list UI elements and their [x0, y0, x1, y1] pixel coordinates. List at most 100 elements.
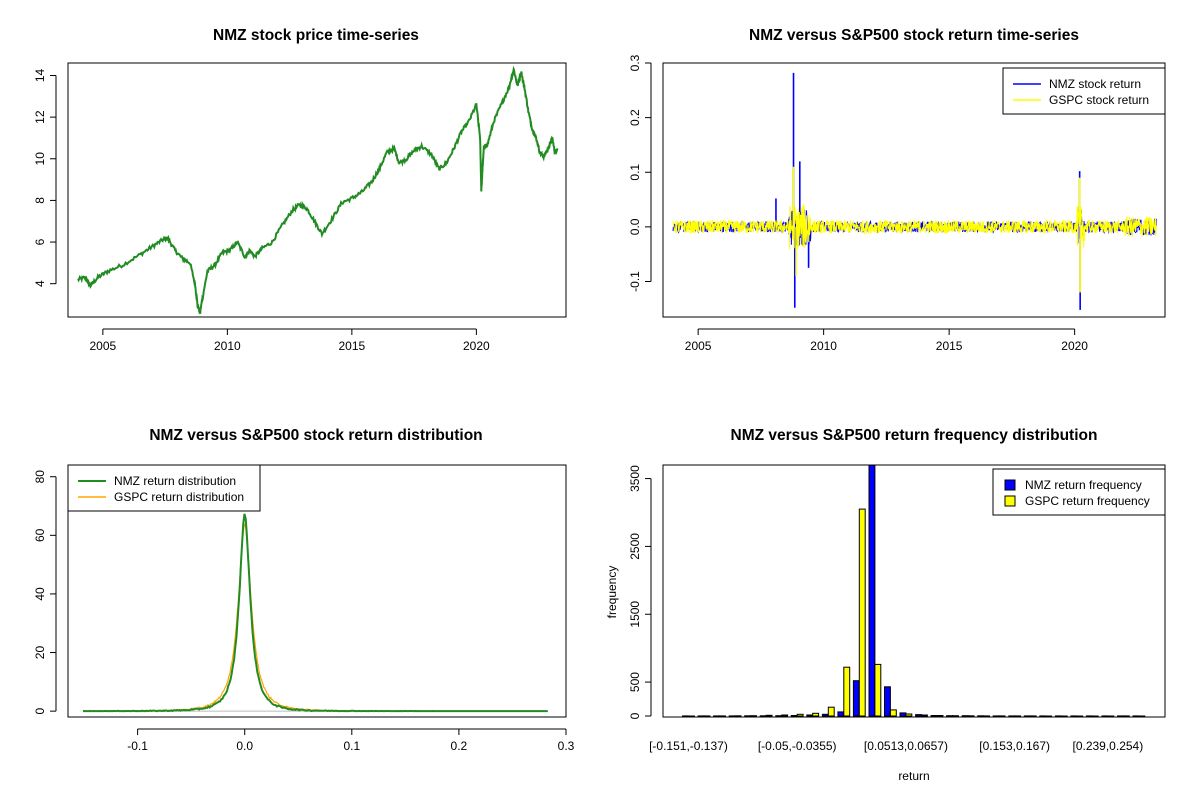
gspc-frequency-bar — [796, 713, 804, 717]
y-tick-label: 4 — [33, 280, 47, 287]
gspc-frequency-bar — [936, 715, 944, 717]
x-tick-label: 0.3 — [558, 739, 575, 753]
x-tick-label: 2010 — [810, 339, 837, 353]
y-tick-label: 12 — [33, 110, 47, 124]
legend-label-2: GSPC stock return — [1049, 93, 1149, 107]
nmz-frequency-bar — [1101, 715, 1109, 718]
x-axis: -0.1 0.0 0.1 0.2 0.3 — [127, 728, 575, 753]
y-tick-label: 0.0 — [628, 218, 642, 235]
gspc-frequency-bar — [983, 715, 990, 718]
x-axis: [-0.151,-0.137) [-0.05,-0.0355) [0.0513,0.… — [649, 739, 1143, 753]
nmz-frequency-bar — [884, 686, 891, 717]
gspc-frequency-bar — [1076, 715, 1084, 718]
nmz-frequency-bar — [1008, 715, 1016, 718]
x-tick-label: 2015 — [339, 339, 366, 353]
legend-label-1: NMZ return frequency — [1025, 478, 1142, 492]
x-tick-label: -0.1 — [127, 739, 148, 753]
y-tick-label: 1500 — [628, 601, 642, 628]
gspc-frequency-bar — [921, 714, 928, 717]
gspc-frequency-bar — [734, 715, 742, 718]
gspc-frequency-bar — [858, 508, 866, 717]
nmz-frequency-bar — [992, 715, 1000, 718]
y-tick-label: 80 — [33, 470, 47, 484]
panel-4: NMZ versus S&P500 return frequency distr… — [605, 427, 1166, 783]
x-tick-label: 0.2 — [451, 739, 468, 753]
gspc-frequency-bar — [952, 715, 959, 718]
legend-swatch-2 — [1004, 495, 1016, 507]
legend-swatch-1 — [1004, 479, 1016, 491]
x-tick-label: [-0.151,-0.137) — [649, 739, 728, 753]
gspc-frequency-bar — [1122, 715, 1130, 718]
y-tick-label: 3500 — [628, 465, 642, 492]
nmz-frequency-bar — [713, 715, 720, 718]
nmz-frequency-bar — [682, 715, 689, 718]
nmz-frequency-bar — [1023, 715, 1031, 718]
y-tick-label: 0.1 — [628, 164, 642, 181]
chart-title: NMZ stock price time-series — [213, 27, 419, 44]
y-axis: 0 20 40 60 80 — [33, 470, 57, 714]
gspc-frequency-bar — [703, 715, 711, 718]
nmz-frequency-bar — [1070, 715, 1078, 718]
y-tick-label: 40 — [33, 587, 47, 601]
legend-label-1: NMZ return distribution — [114, 474, 236, 488]
y-tick-label: 6 — [33, 238, 47, 245]
y-tick-label: 500 — [628, 672, 642, 692]
nmz-frequency-bar — [775, 715, 783, 718]
y-tick-label: -0.1 — [628, 271, 642, 292]
legend-label-2: GSPC return frequency — [1025, 494, 1150, 508]
x-tick-label: 2005 — [685, 339, 712, 353]
nmz-frequency-bar — [1039, 715, 1047, 718]
nmz-frequency-bar — [1117, 715, 1124, 718]
gspc-frequency-bar — [781, 714, 789, 717]
nmz-density-line — [82, 513, 548, 713]
nmz-frequency-bar — [915, 714, 922, 717]
x-tick-label: 0.0 — [236, 739, 253, 753]
y-tick-label: 0.3 — [628, 54, 642, 71]
nmz-price-line — [77, 65, 559, 315]
nmz-frequency-bar — [821, 713, 829, 717]
x-tick-label: 2005 — [90, 339, 117, 353]
x-tick-label: 2020 — [463, 339, 490, 353]
gspc-frequency-bar — [1107, 715, 1115, 718]
legend-box — [992, 468, 1166, 516]
y-tick-label: 0 — [33, 707, 47, 714]
x-axis-title: return — [898, 769, 929, 783]
plot-frame — [67, 62, 567, 318]
gspc-density-line — [105, 522, 368, 712]
y-tick-label: 60 — [33, 528, 47, 542]
y-tick-label: 14 — [33, 68, 47, 82]
nmz-frequency-bar — [790, 715, 798, 717]
legend-box — [1002, 67, 1166, 115]
legend: NMZ stock return GSPC stock return — [1002, 67, 1166, 115]
gspc-frequency-bar — [967, 715, 975, 718]
x-axis: 2005 2010 2015 2020 — [90, 328, 490, 353]
gspc-frequency-bar — [688, 715, 695, 718]
nmz-frequency-bar — [759, 715, 767, 718]
y-tick-label: 8 — [33, 197, 47, 204]
gspc-frequency-bar — [719, 715, 726, 718]
gspc-frequency-bar — [874, 663, 882, 717]
gspc-frequency-bar — [905, 713, 913, 717]
plot-frame — [662, 464, 1166, 718]
panel-2: NMZ versus S&P500 stock return time-seri… — [628, 27, 1166, 353]
nmz-frequency-bar — [697, 715, 705, 718]
x-tick-label: [0.239,0.254) — [1072, 739, 1143, 753]
gspc-frequency-bar — [998, 715, 1006, 718]
nmz-frequency-bar — [977, 715, 985, 718]
chart-title: NMZ versus S&P500 stock return distribut… — [149, 427, 482, 444]
nmz-frequency-bar — [744, 715, 752, 718]
y-axis: 4 6 8 10 12 14 — [33, 68, 57, 287]
panel-3: NMZ versus S&P500 stock return distribut… — [33, 427, 575, 753]
y-tick-label: 20 — [33, 646, 47, 660]
nmz-frequency-bar — [852, 680, 860, 717]
y-tick-label: 10 — [33, 152, 47, 166]
nmz-frequency-bar — [961, 715, 969, 718]
gspc-frequency-bar — [1091, 715, 1099, 718]
gspc-frequency-bar — [827, 706, 835, 717]
x-axis: 2005 2010 2015 2020 — [685, 328, 1088, 353]
y-axis-title: frequency — [605, 566, 619, 619]
legend-label-1: NMZ stock return — [1049, 77, 1141, 91]
gspc-frequency-bar — [750, 715, 757, 718]
